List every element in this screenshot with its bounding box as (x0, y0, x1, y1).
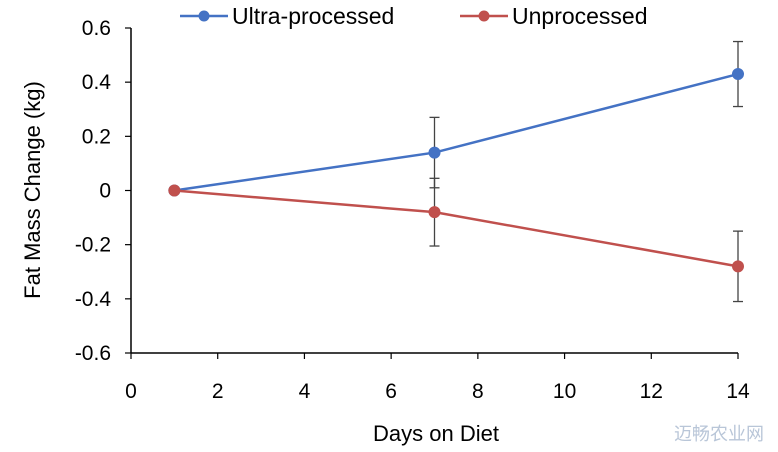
x-tick-label: 6 (385, 380, 397, 403)
legend-label: Unprocessed (512, 3, 648, 29)
x-tick-label: 0 (125, 380, 137, 403)
x-tick-label: 14 (726, 380, 750, 403)
y-tick-label: 0.4 (82, 71, 112, 94)
series-ultra-processed (168, 40, 744, 197)
legend-marker (198, 10, 210, 22)
x-axis-title: Days on Diet (373, 421, 499, 446)
data-point (428, 146, 441, 159)
data-point (732, 260, 744, 273)
legend-label: Ultra-processed (232, 3, 394, 29)
data-point (732, 68, 744, 81)
x-tick-label: 12 (640, 380, 663, 403)
legend: Ultra-processed Unprocessed (180, 3, 648, 29)
watermark: 迈畅农业网 (674, 424, 764, 445)
y-tick-label: 0.6 (82, 17, 111, 40)
y-tick-label: -0.4 (75, 288, 112, 311)
y-tick-label: 0.2 (82, 125, 111, 148)
y-axis-title: Fat Mass Change (kg) (20, 81, 45, 299)
series-line (174, 72, 739, 192)
y-tick-label: -0.6 (75, 342, 111, 365)
plot-area (168, 40, 744, 303)
series-unprocessed (168, 177, 744, 303)
x-tick-label: 2 (212, 380, 224, 403)
x-tick-label: 8 (472, 380, 484, 403)
legend-marker (478, 10, 490, 22)
y-tick-label: 0 (99, 180, 111, 203)
x-tick-label: 10 (553, 380, 576, 403)
x-tick-label: 4 (299, 380, 311, 403)
data-point (428, 206, 441, 219)
y-tick-label: -0.2 (75, 234, 111, 257)
data-point (168, 184, 181, 197)
axes: 0.6 0.4 0.2 0 -0.2 -0.4 -0.6 0 2 4 6 8 10 12 14 (75, 17, 750, 403)
series-line (174, 189, 739, 268)
